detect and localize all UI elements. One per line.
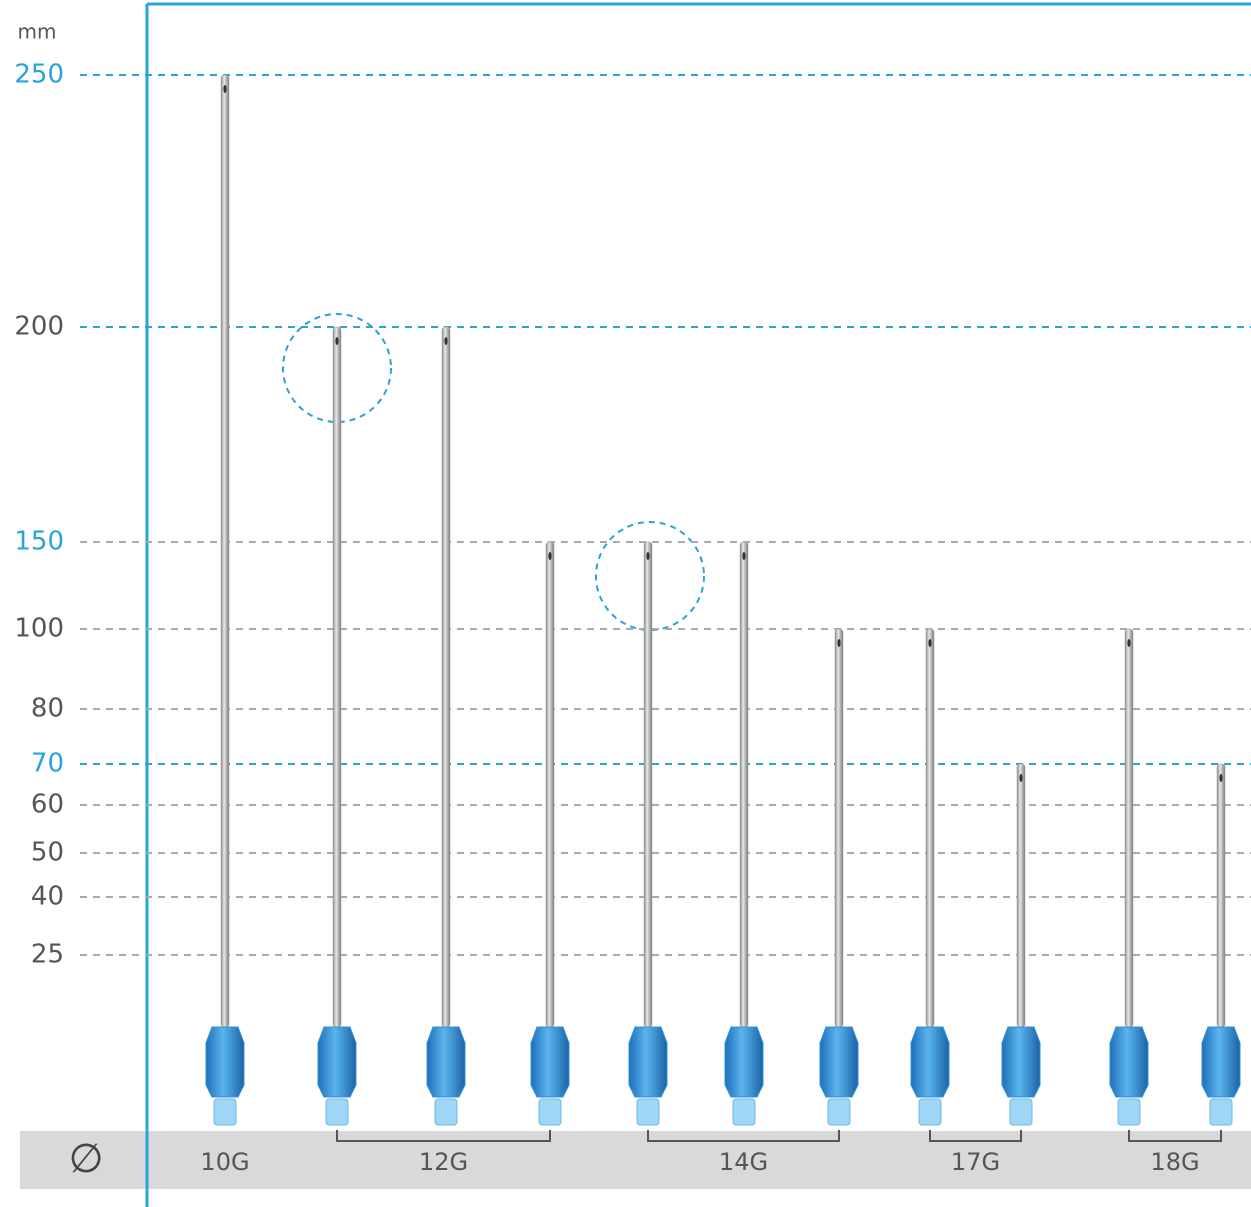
needle-shaft (332, 326, 342, 1028)
needle-luer (1117, 1098, 1141, 1126)
needle-hub (819, 1026, 859, 1098)
needle-hub (205, 1026, 245, 1098)
needle-luer (636, 1098, 660, 1126)
tip-highlight (282, 313, 392, 423)
y-tick-label: 40 (31, 882, 64, 912)
needle-luer (827, 1098, 851, 1126)
needle-shaft (545, 541, 555, 1028)
y-tick-label: 70 (31, 749, 64, 779)
group-bracket (929, 1130, 1022, 1142)
needle (317, 326, 357, 1126)
y-tick-label: 60 (31, 790, 64, 820)
tip-highlight (595, 521, 705, 631)
needle (724, 541, 764, 1126)
needle-luer (538, 1098, 562, 1126)
needle-eye (1219, 774, 1223, 782)
needle-luer (213, 1098, 237, 1126)
group-bracket (647, 1130, 840, 1142)
group-label: 10G (200, 1148, 249, 1176)
needle (1201, 763, 1241, 1126)
needle-hub (724, 1026, 764, 1098)
needle-shaft (441, 326, 451, 1028)
needle-luer (434, 1098, 458, 1126)
needle-hub (426, 1026, 466, 1098)
needle-hub (1001, 1026, 1041, 1098)
needle-eye (548, 552, 552, 560)
needle-hub (1201, 1026, 1241, 1098)
needle-hub (317, 1026, 357, 1098)
needle-hub (1109, 1026, 1149, 1098)
needle-shaft (1216, 763, 1226, 1028)
group-label: 14G (719, 1148, 768, 1176)
needle (1109, 628, 1149, 1126)
needle-eye (444, 337, 448, 345)
y-tick-label: 250 (14, 60, 64, 90)
needle-luer (1209, 1098, 1233, 1126)
needle (530, 541, 570, 1126)
y-tick-label: 150 (14, 527, 64, 557)
needle-shaft (1124, 628, 1134, 1028)
needle-hub (910, 1026, 950, 1098)
needle-shaft (643, 541, 653, 1028)
needle-eye (1127, 639, 1131, 647)
y-unit: mm (18, 20, 57, 44)
needle-shaft (739, 541, 749, 1028)
group-bracket (1128, 1130, 1222, 1142)
needle (426, 326, 466, 1126)
needle-eye (742, 552, 746, 560)
y-tick-label: 80 (31, 694, 64, 724)
needle-luer (918, 1098, 942, 1126)
y-tick-label: 200 (14, 312, 64, 342)
needle-eye (928, 639, 932, 647)
diameter-band (20, 1131, 1251, 1189)
needle (819, 628, 859, 1126)
needle-luer (1009, 1098, 1033, 1126)
y-tick-label: 25 (31, 940, 64, 970)
y-tick-label: 50 (31, 838, 64, 868)
needle (205, 74, 245, 1126)
y-tick-label: 100 (14, 614, 64, 644)
needle-eye (1019, 774, 1023, 782)
needle-luer (732, 1098, 756, 1126)
needle-shaft (834, 628, 844, 1028)
diameter-symbol: ∅ (69, 1136, 104, 1182)
group-label: 17G (951, 1148, 1000, 1176)
needle (910, 628, 950, 1126)
needle (1001, 763, 1041, 1126)
needle-eye (837, 639, 841, 647)
needle-shaft (220, 74, 230, 1028)
needle-shaft (1016, 763, 1026, 1028)
needle-eye (335, 337, 339, 345)
group-label: 18G (1150, 1148, 1199, 1176)
needle-hub (628, 1026, 668, 1098)
needle-eye (223, 85, 227, 93)
needle-shaft (925, 628, 935, 1028)
needle (628, 541, 668, 1126)
needle-luer (325, 1098, 349, 1126)
needle-eye (646, 552, 650, 560)
group-bracket (336, 1130, 551, 1142)
group-label: 12G (419, 1148, 468, 1176)
needle-hub (530, 1026, 570, 1098)
